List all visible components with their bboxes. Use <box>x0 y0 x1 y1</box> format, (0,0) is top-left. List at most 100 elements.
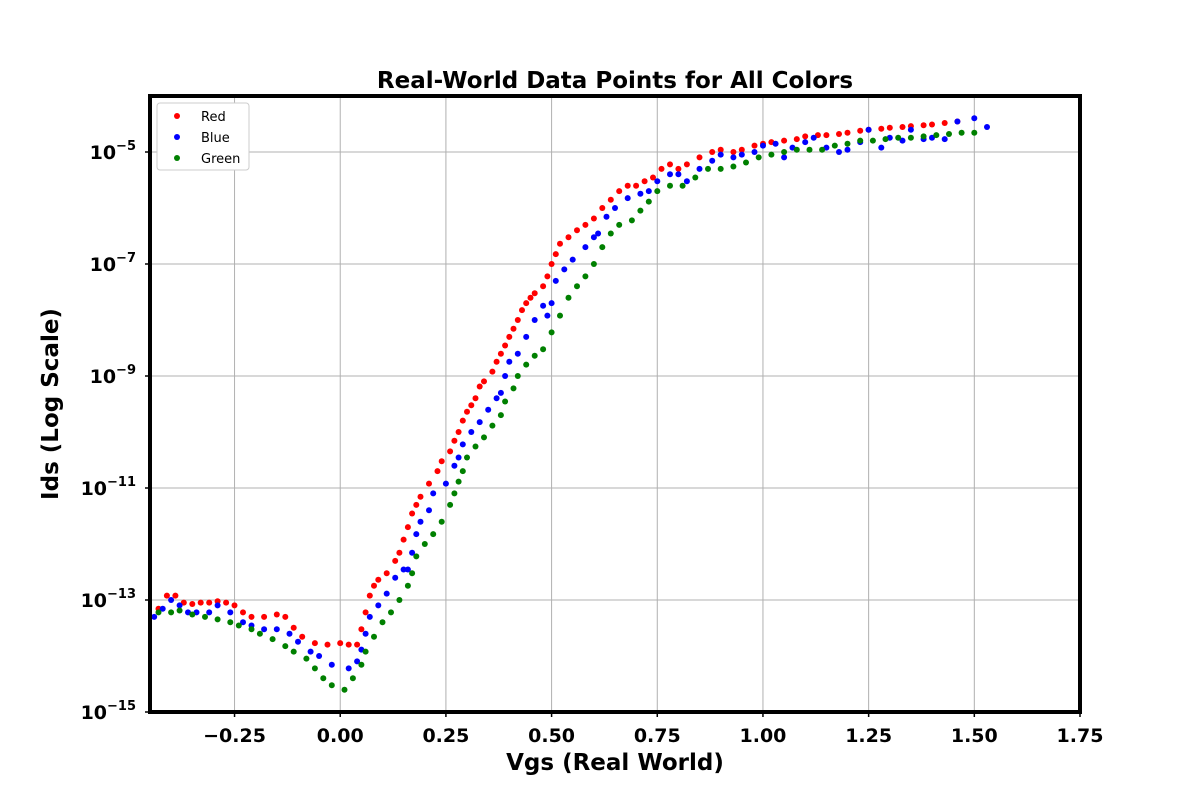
data-point-red <box>793 136 800 143</box>
data-point-green <box>971 129 978 136</box>
y-tick-base: 10 <box>81 590 107 612</box>
data-point-red <box>574 227 580 234</box>
data-point-blue <box>836 149 842 155</box>
data-point-red <box>472 395 479 402</box>
data-point-red <box>337 640 344 647</box>
data-point-red <box>358 626 365 633</box>
data-point-red <box>633 182 640 189</box>
data-point-green <box>464 454 470 461</box>
data-point-blue <box>844 146 851 153</box>
grid <box>150 96 1081 713</box>
data-point-green <box>540 346 547 353</box>
data-point-red <box>527 294 534 301</box>
data-point-red <box>607 196 614 203</box>
data-point-green <box>514 373 521 379</box>
data-point-blue <box>383 590 390 597</box>
data-point-blue <box>366 613 373 620</box>
data-point-green <box>793 146 800 153</box>
data-point-red <box>426 480 432 487</box>
y-tick-exponent: −5 <box>116 139 136 154</box>
data-point-red <box>616 188 623 195</box>
data-point-blue <box>531 317 538 323</box>
data-point-red <box>531 290 538 297</box>
data-point-red <box>565 234 572 241</box>
data-point-green <box>768 151 775 158</box>
legend: Red Blue Green <box>156 102 250 171</box>
x-tick-label: 0.50 <box>528 725 575 747</box>
data-point-red <box>582 221 589 228</box>
data-point-red <box>878 125 885 132</box>
series-blue <box>151 115 990 672</box>
data-point-red <box>717 146 724 153</box>
data-point-blue <box>709 157 716 164</box>
data-point-blue <box>316 653 323 659</box>
y-tick-base: 10 <box>81 478 107 500</box>
series-red <box>155 118 961 648</box>
data-point-green <box>168 609 175 616</box>
data-point-red <box>447 448 454 455</box>
data-point-blue <box>696 165 703 172</box>
data-point-red <box>451 437 458 444</box>
data-point-blue <box>544 312 551 319</box>
data-point-blue <box>176 602 183 609</box>
data-point-green <box>645 198 652 205</box>
data-point-blue <box>637 190 644 197</box>
data-point-blue <box>929 134 935 141</box>
data-point-blue <box>502 373 509 379</box>
data-point-green <box>531 352 538 359</box>
plot-frame <box>148 94 1082 714</box>
y-tick-label: 10−9 <box>90 363 136 388</box>
legend-label-green: Green <box>201 152 240 167</box>
data-point-green <box>607 230 614 237</box>
data-point-blue <box>772 140 779 147</box>
data-point-red <box>823 132 830 139</box>
data-point-blue <box>375 602 382 609</box>
data-point-blue <box>751 149 758 155</box>
data-point-blue <box>941 136 948 143</box>
data-point-green <box>523 361 530 368</box>
data-point-green <box>489 422 496 429</box>
data-point-blue <box>493 395 500 402</box>
data-point-red <box>506 333 513 340</box>
data-point-red <box>523 300 530 307</box>
data-point-blue <box>810 134 817 141</box>
legend-box <box>156 102 250 171</box>
data-point-blue <box>595 230 602 237</box>
data-point-blue <box>654 178 661 185</box>
data-point-blue <box>295 638 301 645</box>
data-point-blue <box>413 531 420 538</box>
data-point-red <box>675 165 682 172</box>
data-point-green <box>413 553 420 560</box>
data-point-green <box>303 655 310 662</box>
data-point-red <box>489 368 496 375</box>
data-point-red <box>282 613 289 620</box>
data-point-red <box>231 602 238 609</box>
x-tick-label: 1.50 <box>951 725 998 747</box>
x-axis-title: Vgs (Real World) <box>506 750 724 776</box>
data-point-green <box>743 159 749 166</box>
data-point-blue <box>430 490 437 497</box>
data-point-green <box>227 619 234 626</box>
data-point-blue <box>459 441 466 448</box>
data-point-green <box>806 146 813 153</box>
data-point-green <box>654 188 661 195</box>
data-point-red <box>557 240 563 247</box>
data-point-green <box>819 146 826 153</box>
data-point-green <box>857 137 864 144</box>
legend-marker-blue <box>174 134 180 140</box>
data-point-green <box>409 570 416 577</box>
data-point-blue <box>561 266 568 273</box>
data-point-green <box>202 613 208 620</box>
data-point-blue <box>409 549 416 556</box>
data-point-green <box>472 443 479 450</box>
data-point-red <box>409 510 416 517</box>
data-point-red <box>434 468 441 475</box>
data-point-red <box>802 133 809 140</box>
data-point-blue <box>392 574 399 581</box>
data-point-green <box>459 468 466 475</box>
legend-marker-green <box>174 155 180 161</box>
x-tick-label: 0.75 <box>634 725 681 747</box>
data-point-green <box>933 132 940 139</box>
data-point-blue <box>865 126 872 133</box>
